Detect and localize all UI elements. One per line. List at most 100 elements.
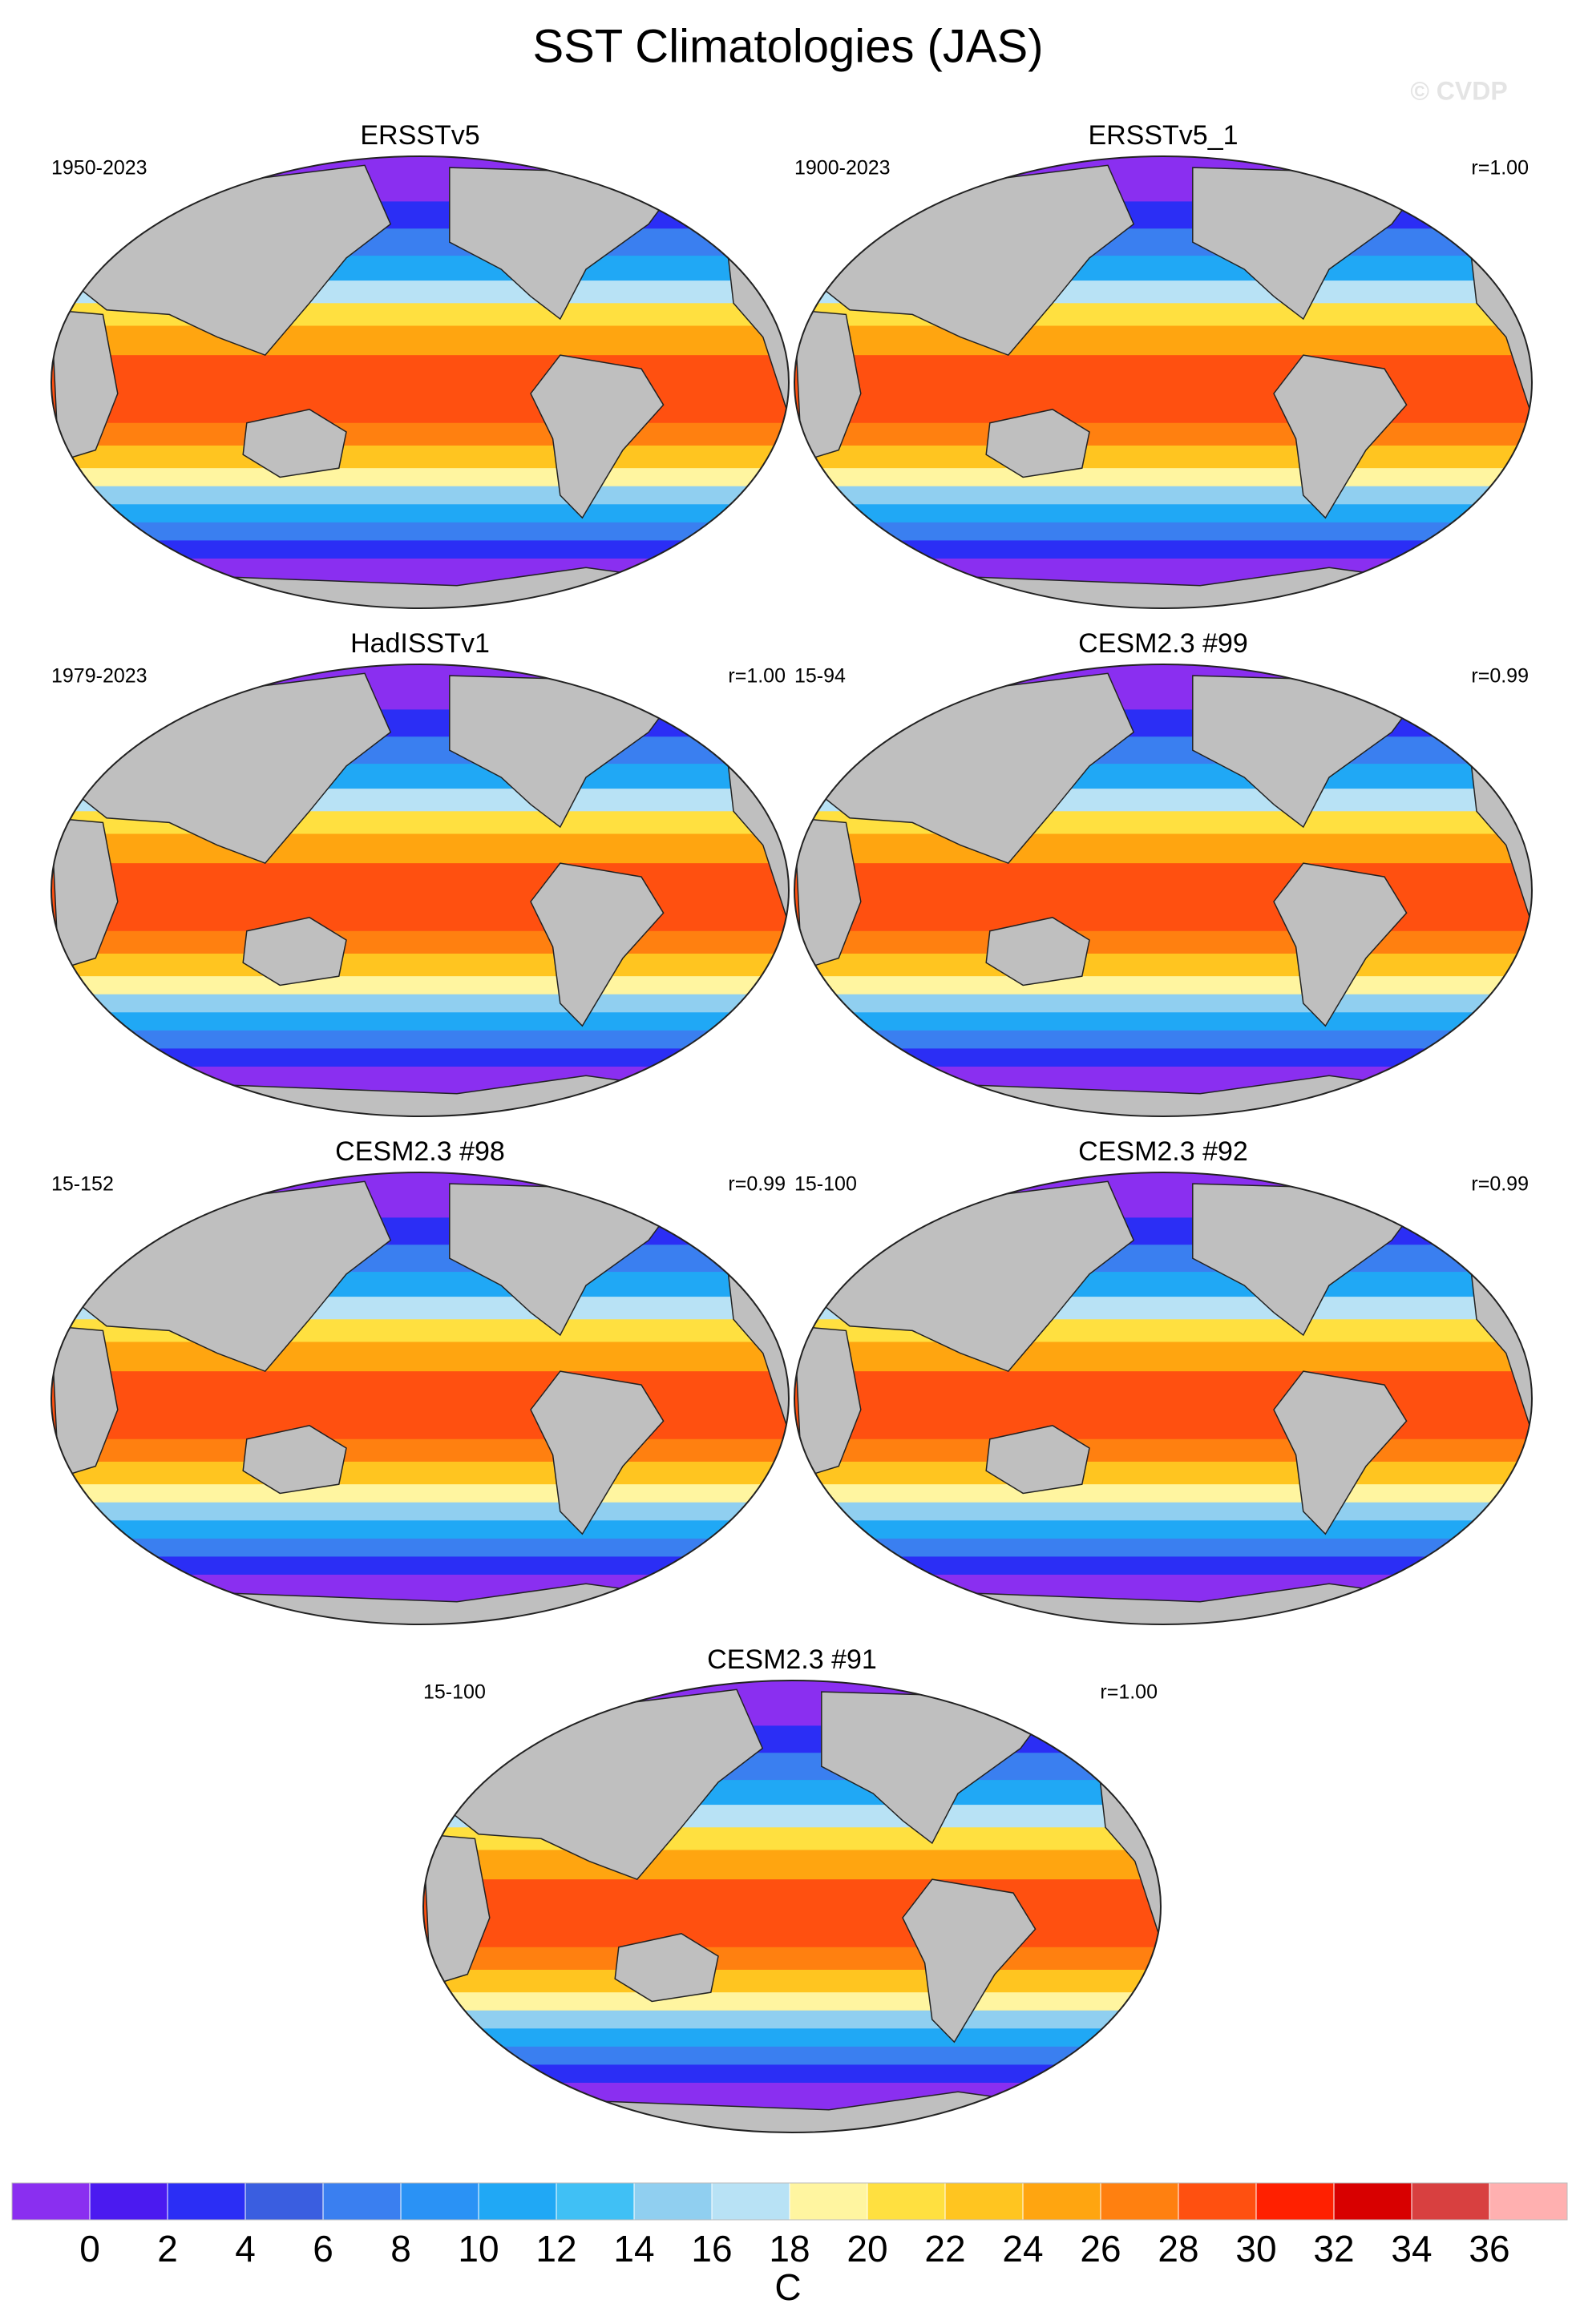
sst-band [794,540,1532,559]
map-border [51,664,790,1117]
colorbar-box [478,2182,557,2221]
sst-band [51,1371,789,1440]
sst-band [51,664,789,711]
panel-title: CESM2.3 #98 [335,1136,505,1167]
sst-band [51,994,789,1014]
sst-band [794,994,1532,1014]
sst-band [51,1438,789,1463]
colorbar-box [789,2182,868,2221]
continent [531,863,664,1026]
sst-band [51,1030,789,1050]
colorbar-tick-label: 16 [691,2228,732,2270]
sst-band [51,156,789,203]
sst-band [423,1680,1161,1727]
continent [813,1181,1134,1371]
sst-band [794,1048,1532,1067]
map-border [794,664,1533,1117]
sst-band [794,1012,1532,1031]
sst-band [51,522,789,542]
panel-period: 15-100 [794,1173,857,1196]
sst-band [51,1172,789,1219]
sst-band [51,1342,789,1373]
continent [531,1371,664,1534]
colorbar-tick-label: 12 [535,2228,576,2270]
continent [243,1426,346,1494]
colorbar-box [1100,2182,1179,2221]
colorbar-box [1411,2182,1490,2221]
colorbar-tick-label: 20 [847,2228,887,2270]
panel-correlation: r=0.99 [1471,1173,1529,1196]
continent [986,918,1089,986]
sst-band [794,833,1532,865]
panel-period: 1900-2023 [794,157,891,180]
colorbar-box [1255,2182,1335,2221]
map [51,156,789,608]
panel-title: CESM2.3 #99 [1078,628,1248,659]
sst-band [794,1172,1532,1219]
colorbar-box [944,2182,1024,2221]
colorbar-tick-label: 24 [1002,2228,1043,2270]
sst-band [794,1461,1532,1486]
sst-band [794,976,1532,995]
continent [70,673,390,863]
panel-title: ERSSTv5 [360,120,479,151]
sst-band [423,2010,1161,2030]
figure-title: SST Climatologies (JAS) [532,20,1043,72]
sst-band [794,486,1532,506]
map-border [794,155,1533,609]
colorbar-box [1333,2182,1412,2221]
sst-band [423,2046,1161,2066]
sst-band [794,325,1532,357]
sst-band [794,1371,1532,1440]
sst-band [794,355,1532,424]
sst-band [51,422,789,446]
colorbar-frame [11,2182,1568,2221]
panel-correlation: r=1.00 [1100,1681,1158,1704]
colorbar-box [400,2182,479,2221]
map [794,156,1532,608]
colorbar-tick-label: 6 [313,2228,333,2270]
panel-title: ERSSTv5_1 [1088,120,1238,151]
sst-band [51,1461,789,1486]
sst-band [794,445,1532,470]
sst-band [423,1879,1161,1948]
colorbar-tick-label: 34 [1391,2228,1432,2270]
sst-band [51,468,789,487]
sst-band [794,522,1532,542]
sst-band [51,1048,789,1067]
continent [813,673,1134,863]
map-border [51,155,790,609]
sst-band [51,1484,789,1503]
sst-band [794,1502,1532,1522]
sst-band [51,953,789,978]
panel-period: 15-100 [423,1681,486,1704]
panel-correlation: r=0.99 [1471,665,1529,688]
colorbar-box [633,2182,713,2221]
colorbar-tick-label: 30 [1235,2228,1276,2270]
colorbar-tick-label: 8 [390,2228,411,2270]
continent [243,918,346,986]
sst-band [423,2064,1161,2084]
sst-band [423,1850,1161,1881]
sst-band [794,1556,1532,1576]
colorbar-box [1178,2182,1257,2221]
sst-band [51,833,789,865]
colorbar-box [867,2182,946,2221]
colorbar-box [556,2182,635,2221]
sst-band [51,504,789,523]
watermark: © CVDP [1410,76,1507,105]
sst-band [794,1342,1532,1373]
sst-band [51,445,789,470]
sst-band [794,422,1532,446]
colorbar-box [1489,2182,1568,2221]
sst-band [51,355,789,424]
map-border [51,1172,790,1625]
colorbar-tick-label: 18 [769,2228,810,2270]
sst-band [51,486,789,506]
sst-band [51,976,789,995]
colorbar-tick-label: 4 [235,2228,256,2270]
sst-band [423,2028,1161,2048]
panel-title: CESM2.3 #92 [1078,1136,1248,1167]
sst-band [794,156,1532,203]
